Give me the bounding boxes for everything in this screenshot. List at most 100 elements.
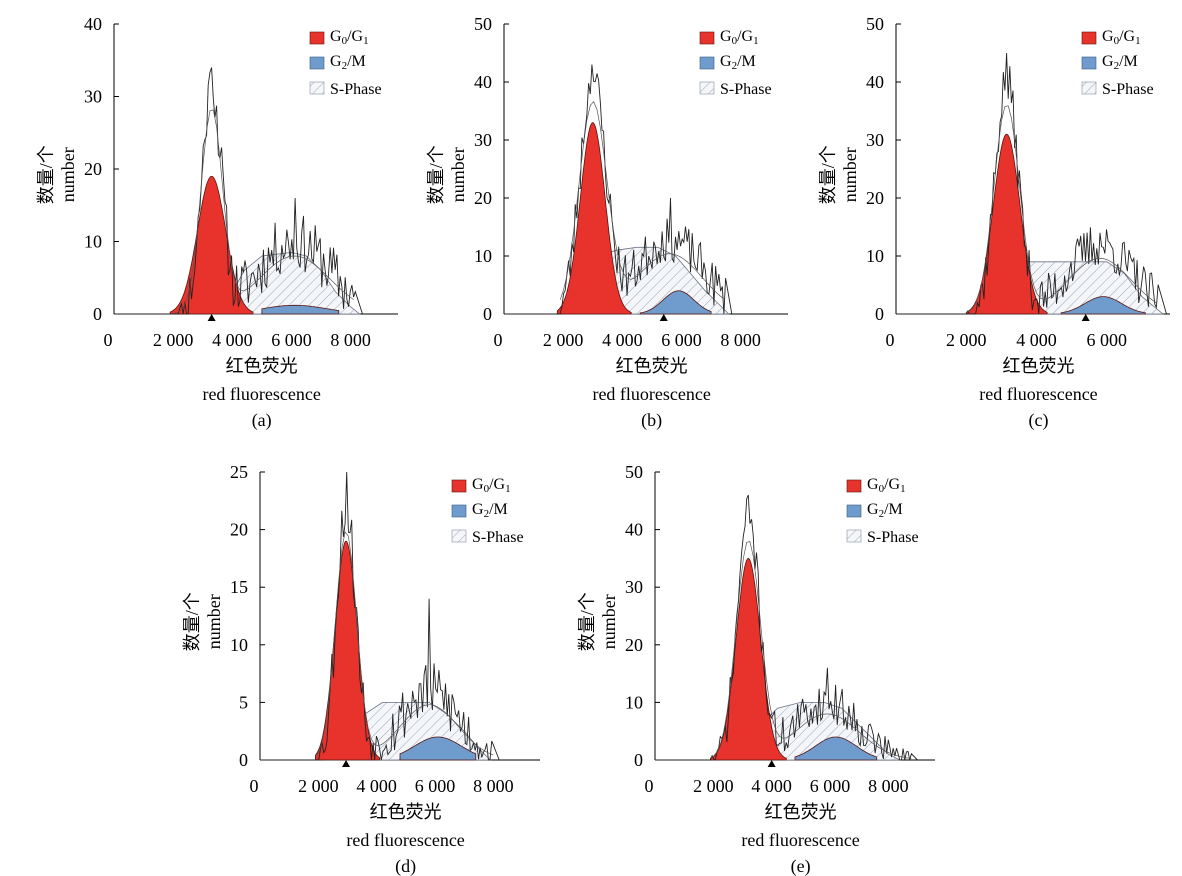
y-tick-label: 20 (230, 520, 248, 540)
panel-b: 0 10 20 30 40 50 0 2 000 4 000 6 000 8 000 数量/个 numb… (426, 14, 788, 431)
fit-curve (710, 541, 912, 759)
x-tick-label: 8 000 (473, 776, 514, 796)
legend-label-g0g1: G0/G1 (867, 476, 906, 495)
x-tick-label: 4 000 (1016, 330, 1057, 350)
legend-swatch-g2m (699, 56, 715, 70)
y-tick-label: 10 (230, 635, 248, 655)
x-tick-label: 4 000 (212, 330, 253, 350)
x-tick-label: 0 (645, 776, 654, 796)
x-axis-title-en: red fluorescence (592, 384, 710, 404)
peak-marker-icon (659, 314, 668, 321)
y-tick-label: 10 (866, 246, 884, 266)
x-axis-title-en: red fluorescence (346, 830, 464, 850)
legend-label-g0g1: G0/G1 (720, 28, 759, 47)
x-tick-label: 2 000 (153, 330, 194, 350)
x-axis-title-en: red fluorescence (979, 384, 1097, 404)
legend-swatch-sphase (699, 81, 715, 95)
x-tick-label: 4 000 (356, 776, 397, 796)
y-tick-label: 20 (866, 188, 884, 208)
raw-histogram-trace (114, 67, 363, 315)
panel-a: 0 10 20 30 40 0 2 000 4 000 6 000 8 000 数量/个 number… (36, 14, 398, 431)
panel-e: 0 10 20 30 40 50 0 2 000 4 000 6 000 8 000 数量/个 numb… (577, 462, 935, 876)
x-tick-label: 0 (104, 330, 113, 350)
y-tick-label: 30 (474, 130, 492, 150)
panel-label: (e) (791, 856, 811, 876)
legend-swatch-sphase (1081, 81, 1097, 95)
y-tick-label: 20 (625, 635, 643, 655)
raw-histogram-trace (260, 471, 500, 761)
g2m-area (399, 736, 477, 761)
x-tick-label: 2 000 (298, 776, 339, 796)
legend-label-sphase: S-Phase (472, 529, 524, 546)
g0g1-area (556, 122, 632, 315)
x-tick-label: 2 000 (693, 776, 734, 796)
x-tick-label: 6 000 (271, 330, 312, 350)
y-tick-label: 15 (230, 577, 248, 597)
y-tick-label: 50 (474, 14, 492, 34)
y-axis-title-cn: 数量/个 (426, 145, 446, 204)
legend-label-g0g1: G0/G1 (1102, 28, 1141, 47)
y-tick-label: 10 (474, 246, 492, 266)
x-tick-label: 8 000 (330, 330, 371, 350)
legend: G0/G1 G2/M S-Phase (309, 28, 382, 98)
legend-swatch-sphase (846, 529, 862, 543)
legend-swatch-sphase (309, 81, 325, 95)
y-tick-label: 0 (239, 750, 248, 770)
fit-curve (315, 531, 494, 757)
y-axis-title-cn: 数量/个 (818, 145, 838, 204)
x-axis-title-cn: 红色荧光 (765, 802, 837, 822)
legend-label-g2m: G2/M (472, 501, 508, 520)
y-tick-label: 30 (866, 130, 884, 150)
x-axis-title-cn: 红色荧光 (226, 356, 298, 376)
legend-label-g0g1: G0/G1 (330, 28, 369, 47)
peak-marker-icon (1081, 314, 1090, 321)
legend: G0/G1 G2/M S-Phase (699, 28, 772, 98)
x-tick-label: 0 (886, 330, 895, 350)
panel-label: (b) (641, 410, 662, 431)
legend-swatch-g0g1 (846, 479, 862, 493)
y-axis-title-en: number (448, 147, 468, 202)
y-axis-title-en: number (840, 147, 860, 202)
legend-swatch-g2m (846, 504, 862, 518)
x-tick-label: 6 000 (415, 776, 456, 796)
legend-swatch-g0g1 (309, 31, 325, 45)
x-tick-label: 6 000 (810, 776, 851, 796)
legend-label-sphase: S-Phase (720, 81, 772, 98)
legend-swatch-g2m (309, 56, 325, 70)
y-tick-label: 0 (483, 304, 492, 324)
y-axis-title: 数量/个 number (577, 592, 619, 651)
legend: G0/G1 G2/M S-Phase (1081, 28, 1154, 98)
legend-swatch-g0g1 (1081, 31, 1097, 45)
y-tick-label: 0 (875, 304, 884, 324)
legend-label-g0g1: G0/G1 (472, 476, 511, 495)
x-tick-label: 0 (250, 776, 259, 796)
x-axis-title-en: red fluorescence (741, 830, 859, 850)
peak-marker-icon (342, 760, 351, 767)
peak-marker-icon (767, 760, 776, 767)
legend-swatch-g2m (1081, 56, 1097, 70)
y-tick-label: 40 (84, 14, 102, 34)
legend-label-sphase: S-Phase (330, 81, 382, 98)
legend-label-g2m: G2/M (720, 53, 756, 72)
g2m-area (1060, 296, 1146, 315)
raw-histogram-trace (504, 64, 733, 315)
x-tick-label: 2 000 (946, 330, 987, 350)
legend-swatch-sphase (451, 529, 467, 543)
fit-curve (559, 101, 725, 300)
x-axis-title-en: red fluorescence (202, 384, 320, 404)
y-tick-label: 50 (625, 462, 643, 482)
g2m-area (639, 290, 712, 315)
legend-swatch-g0g1 (699, 31, 715, 45)
x-tick-label: 4 000 (602, 330, 643, 350)
y-axis-title: 数量/个 number (426, 145, 468, 204)
x-tick-label: 8 000 (720, 330, 761, 350)
y-tick-label: 0 (93, 304, 102, 324)
y-tick-label: 40 (866, 72, 884, 92)
x-tick-label: 8 000 (868, 776, 909, 796)
y-axis-title-cn: 数量/个 (577, 592, 597, 651)
y-axis-title-en: number (204, 594, 224, 649)
y-tick-label: 0 (634, 750, 643, 770)
g2m-area (261, 304, 340, 315)
raw-histogram-trace (655, 494, 918, 761)
peak-marker-icon (207, 314, 216, 321)
